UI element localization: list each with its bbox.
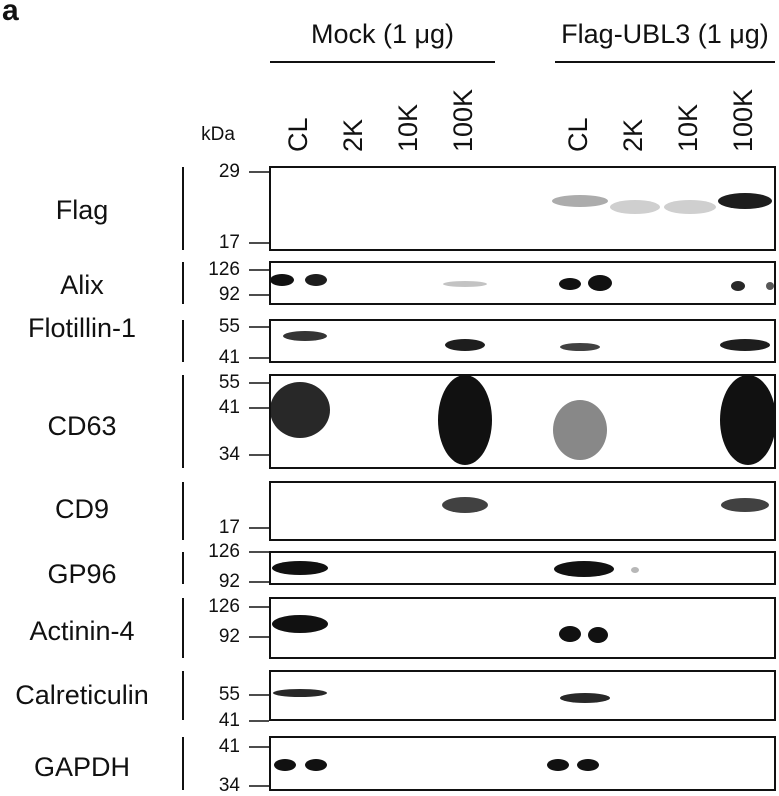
marker-label: 92 — [219, 626, 240, 647]
blot-label: Flag — [56, 195, 109, 225]
band — [559, 626, 581, 642]
band — [664, 200, 716, 214]
lane-label: 100K — [448, 89, 478, 152]
band — [577, 759, 599, 771]
band — [588, 627, 608, 643]
band — [721, 498, 769, 512]
blot-label: Calreticulin — [15, 680, 149, 710]
band — [272, 561, 328, 575]
band — [604, 567, 610, 573]
marker-label: 34 — [219, 444, 241, 465]
band — [720, 375, 776, 465]
band — [273, 689, 327, 697]
marker-label: 126 — [208, 541, 240, 562]
band — [305, 759, 327, 771]
band — [552, 195, 608, 207]
blot-frame — [269, 597, 776, 659]
marker-label: 17 — [219, 232, 240, 253]
blot-label: Alix — [60, 270, 104, 300]
panel-label: a — [2, 0, 19, 27]
blot-label: GP96 — [47, 559, 116, 589]
band — [305, 274, 327, 286]
band — [731, 281, 745, 291]
band — [270, 382, 330, 438]
band — [720, 339, 770, 351]
band — [553, 400, 607, 460]
marker-label: 126 — [208, 259, 240, 280]
lane-label: CL — [283, 117, 313, 152]
band — [270, 274, 294, 286]
band — [766, 282, 774, 290]
marker-label: 41 — [219, 710, 240, 731]
marker-label: 55 — [219, 684, 240, 705]
blot-frame — [269, 481, 776, 541]
marker-label: 92 — [219, 571, 240, 592]
band — [610, 200, 660, 214]
marker-label: 17 — [219, 517, 240, 538]
marker-label: 55 — [219, 372, 240, 393]
lane-label: 10K — [673, 104, 703, 152]
group-label: Mock (1 μg) — [311, 19, 454, 49]
blot-frame — [269, 319, 776, 363]
blot-frame — [269, 736, 776, 791]
group-label: Flag-UBL3 (1 μg) — [561, 19, 769, 49]
marker-label: 41 — [219, 397, 240, 418]
blot-label: CD9 — [55, 494, 109, 524]
blot-frame — [269, 670, 776, 721]
band — [560, 343, 600, 351]
band — [588, 275, 612, 291]
band — [283, 331, 327, 341]
band — [443, 281, 487, 287]
band — [438, 375, 492, 465]
blot-frame — [269, 551, 776, 585]
blot-frame — [269, 166, 776, 251]
band — [445, 339, 485, 351]
marker-label: 29 — [219, 161, 240, 182]
band — [559, 278, 581, 290]
band — [554, 561, 614, 577]
band — [560, 693, 610, 703]
blot-label: CD63 — [47, 411, 116, 441]
blot-label: GAPDH — [34, 752, 130, 782]
band — [442, 497, 488, 513]
lane-label: 100K — [728, 89, 758, 152]
blot-frame — [269, 374, 776, 469]
lane-label: CL — [563, 117, 593, 152]
marker-label: 92 — [219, 284, 240, 305]
marker-label: 41 — [219, 736, 240, 757]
blot-label: Flotillin-1 — [28, 313, 136, 343]
blot-frame — [269, 261, 776, 305]
lane-label: 2K — [338, 119, 368, 152]
marker-label: 126 — [208, 596, 240, 617]
blot-label: Actinin-4 — [29, 616, 134, 646]
marker-label: 34 — [219, 775, 241, 796]
band — [631, 567, 639, 573]
marker-label: 55 — [219, 316, 240, 337]
unit-label: kDa — [201, 124, 235, 145]
lane-label: 10K — [393, 104, 423, 152]
band — [272, 615, 328, 633]
band — [274, 759, 296, 771]
band — [718, 193, 772, 209]
band — [547, 759, 569, 771]
lane-label: 2K — [618, 119, 648, 152]
marker-label: 41 — [219, 347, 240, 368]
